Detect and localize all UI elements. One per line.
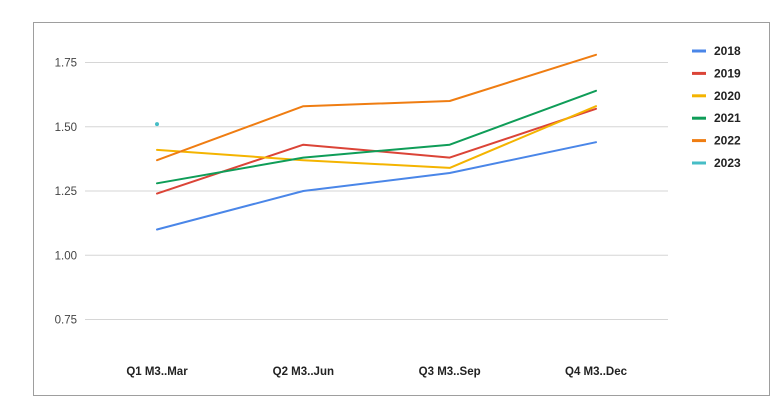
series-line-2022 (156, 53, 597, 162)
y-tick-label: 1.00 (55, 250, 77, 262)
y-tick-label: 1.25 (55, 186, 77, 198)
series-line-2018 (156, 141, 597, 231)
legend-label-2020: 2020 (714, 89, 741, 103)
x-tick-label: Q3 M3..Sep (419, 366, 481, 378)
chart-frame (33, 22, 770, 396)
y-tick-label: 0.75 (55, 315, 77, 327)
series-point-2023 (155, 122, 159, 127)
x-tick-label: Q4 M3..Dec (565, 366, 628, 378)
legend-label-2022: 2022 (714, 134, 741, 148)
legend-label-2018: 2018 (714, 44, 741, 58)
y-tick-label: 1.50 (55, 122, 77, 134)
x-tick-label: Q1 M3..Mar (126, 366, 188, 378)
legend-label-2023: 2023 (714, 156, 741, 170)
x-tick-label: Q2 M3..Jun (273, 366, 334, 378)
legend-label-2019: 2019 (714, 66, 741, 80)
legend-label-2021: 2021 (714, 111, 741, 125)
y-tick-label: 1.75 (55, 58, 77, 70)
series-line-2020 (156, 105, 597, 169)
series-line-2021 (156, 89, 597, 185)
